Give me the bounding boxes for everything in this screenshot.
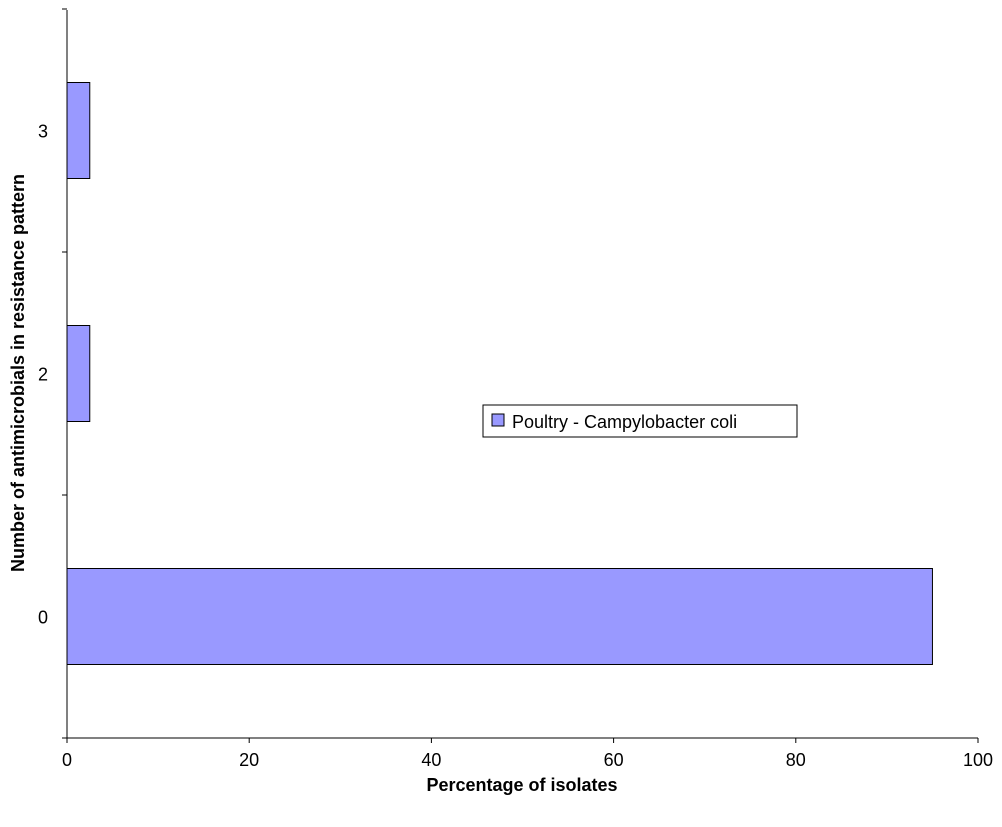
x-axis-title: Percentage of isolates [426,775,617,795]
x-tick-label: 40 [421,750,441,770]
x-tick-label: 80 [786,750,806,770]
x-tick-label: 60 [604,750,624,770]
x-tick-label: 100 [963,750,993,770]
axes [62,8,979,743]
bars [66,82,933,665]
bar-0 [66,568,933,665]
y-axis-title: Number of antimicrobials in resistance p… [8,174,28,572]
y-tick-label: 3 [38,122,48,142]
legend-box [482,404,798,438]
y-tick-label: 2 [38,365,48,385]
x-tick-label: 20 [239,750,259,770]
y-tick-label: 0 [38,608,48,628]
legend: Poultry - Campylobacter coli [482,404,798,438]
x-tick-labels: 0 20 40 60 80 100 [62,750,993,770]
legend-label: Poultry - Campylobacter coli [512,412,737,432]
legend-swatch [491,413,505,427]
y-tick-labels: 0 2 3 [38,122,48,628]
x-tick-label: 0 [62,750,72,770]
bar-2 [66,325,91,422]
bar-3 [66,82,91,179]
